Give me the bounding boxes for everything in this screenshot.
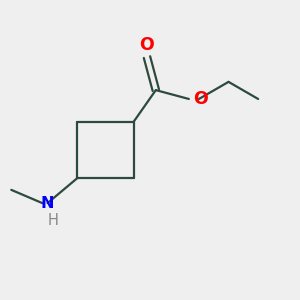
Text: N: N (41, 196, 54, 211)
Text: O: O (140, 35, 154, 53)
Text: O: O (194, 90, 208, 108)
Text: H: H (48, 214, 59, 229)
